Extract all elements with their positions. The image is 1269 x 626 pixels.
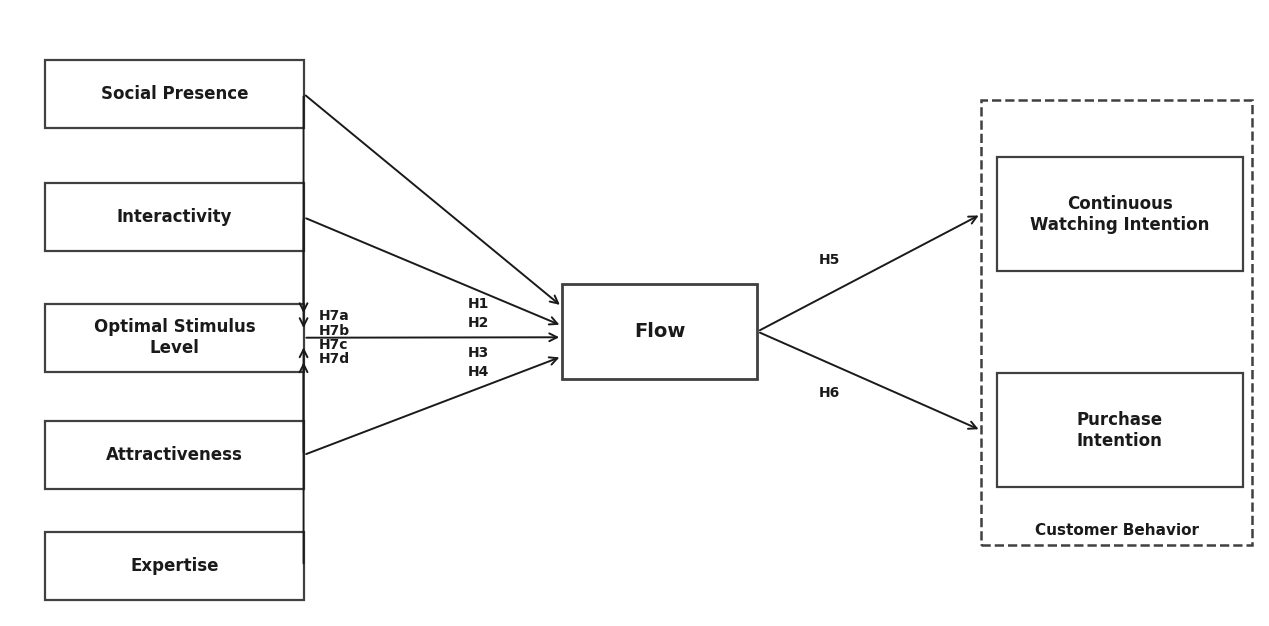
Text: Attractiveness: Attractiveness (105, 446, 242, 464)
Text: Flow: Flow (634, 322, 685, 341)
Text: H7b: H7b (319, 324, 350, 338)
Text: Social Presence: Social Presence (100, 85, 249, 103)
Text: Expertise: Expertise (131, 557, 218, 575)
FancyBboxPatch shape (997, 157, 1242, 271)
Text: H4: H4 (467, 365, 489, 379)
Text: Optimal Stimulus
Level: Optimal Stimulus Level (94, 318, 255, 357)
FancyBboxPatch shape (46, 421, 303, 489)
FancyBboxPatch shape (997, 373, 1242, 488)
Text: H7d: H7d (319, 352, 350, 366)
Text: H6: H6 (819, 386, 840, 400)
FancyBboxPatch shape (46, 183, 303, 251)
Text: H3: H3 (467, 346, 489, 360)
Text: Customer Behavior: Customer Behavior (1036, 523, 1199, 538)
Text: H7a: H7a (319, 309, 349, 323)
Text: H1: H1 (467, 297, 489, 310)
Text: Purchase
Intention: Purchase Intention (1077, 411, 1162, 449)
Text: H7c: H7c (319, 337, 348, 352)
Text: H5: H5 (819, 254, 840, 267)
FancyBboxPatch shape (46, 532, 303, 600)
FancyBboxPatch shape (562, 284, 758, 379)
FancyBboxPatch shape (46, 304, 303, 372)
FancyBboxPatch shape (46, 59, 303, 128)
Text: Interactivity: Interactivity (117, 208, 232, 226)
Text: Continuous
Watching Intention: Continuous Watching Intention (1030, 195, 1209, 233)
Text: H2: H2 (467, 316, 489, 330)
